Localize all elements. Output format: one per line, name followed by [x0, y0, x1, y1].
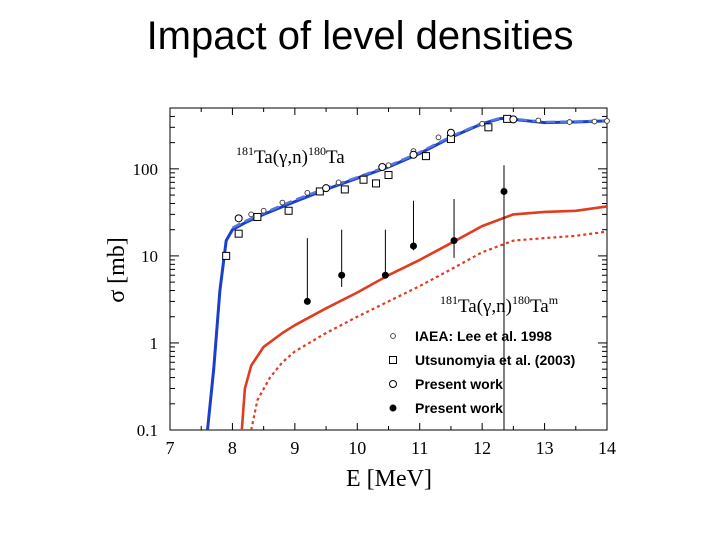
annotation-product-mass: 180	[512, 293, 530, 307]
y-tick-label: 0.1	[137, 421, 158, 440]
data-point-present-filled	[303, 297, 311, 305]
curve-red-dotted	[250, 230, 607, 430]
data-point-present-filled	[409, 242, 417, 250]
data-point-utsunomyia	[253, 212, 262, 221]
annotation-element: Ta	[326, 147, 345, 168]
legend-label: Utsunomyia et al. (2003)	[415, 352, 575, 368]
data-point-present-open	[378, 163, 387, 172]
annotation-isomer: 181Ta(γ,n)180Tam	[440, 293, 559, 317]
data-point-utsunomyia	[372, 179, 381, 188]
data-point-utsunomyia	[384, 170, 393, 179]
legend-marker-present-open	[389, 380, 397, 388]
data-point-present-open	[409, 150, 418, 159]
legend-marker-utsunomyia	[389, 356, 397, 364]
annotation-isomer-label: m	[549, 293, 559, 307]
x-tick-label: 7	[166, 438, 175, 458]
annotation-reaction: Ta(γ,n)	[458, 296, 512, 317]
data-point-iaea	[260, 207, 267, 214]
slide-title: Impact of level densities	[146, 14, 574, 58]
data-point-iaea	[279, 199, 286, 206]
legend-label: Present work	[415, 376, 503, 392]
annotation-reaction: Ta(γ,n)	[254, 147, 308, 168]
data-point-present-open	[509, 115, 518, 124]
data-point-iaea	[566, 119, 573, 125]
data-point-iaea	[335, 179, 342, 186]
x-tick-label: 9	[290, 438, 299, 458]
x-tick-label: 10	[348, 438, 366, 458]
data-point-present-open	[446, 128, 455, 137]
data-point-iaea	[385, 162, 392, 169]
data-point-utsunomyia	[359, 175, 368, 184]
legend-label: IAEA: Lee et al. 1998	[415, 328, 552, 344]
data-point-present-open	[234, 214, 243, 223]
annotation-element: Ta	[530, 296, 549, 317]
legend-marker-iaea	[390, 333, 396, 339]
data-point-iaea	[479, 120, 485, 127]
data-point-iaea	[248, 211, 255, 218]
x-tick-label: 8	[228, 438, 237, 458]
legend-item: Present work	[389, 376, 503, 392]
annotation-mass-number: 181	[236, 144, 254, 158]
data-point-utsunomyia	[234, 229, 243, 238]
data-point-utsunomyia	[315, 187, 324, 196]
legend-item: IAEA: Lee et al. 1998	[390, 328, 552, 344]
y-tick-label: 1	[150, 334, 159, 353]
x-tick-label: 13	[536, 438, 554, 458]
tick-labels-layer: 7 8 9 10 11 12 13 14 0.1 1 10 100	[133, 160, 617, 458]
x-tick-label: 11	[411, 438, 428, 458]
data-point-utsunomyia	[340, 185, 349, 194]
curve-blue-dashed	[231, 116, 607, 229]
annotation-mass-number: 181	[440, 293, 458, 307]
x-axis-label: E [MeV]	[346, 466, 432, 492]
legend-label: Present work	[415, 400, 503, 416]
data-point-iaea	[304, 189, 311, 196]
data-point-present-filled	[338, 271, 346, 279]
data-point-iaea	[604, 118, 610, 124]
data-point-iaea	[435, 134, 442, 141]
legend-item: Utsunomyia et al. (2003)	[389, 352, 575, 368]
data-point-iaea	[591, 118, 598, 125]
annotation-product-mass: 180	[308, 144, 326, 158]
data-point-present-open	[322, 184, 331, 193]
annotation-gs: 181Ta(γ,n)180Ta	[236, 144, 345, 168]
data-point-utsunomyia	[222, 251, 231, 260]
data-point-present-filled	[450, 237, 458, 245]
legend-item: Present work	[389, 400, 503, 416]
y-tick-label: 10	[141, 247, 158, 266]
legend: IAEA: Lee et al. 1998 Utsunomyia et al. (…	[389, 328, 575, 416]
data-point-utsunomyia	[421, 152, 430, 161]
data-point-utsunomyia	[484, 123, 493, 132]
y-axis-label: σ [mb]	[104, 237, 130, 303]
curve-red-solid	[240, 205, 607, 430]
x-tick-label: 14	[598, 438, 616, 458]
y-tick-label: 100	[133, 160, 159, 179]
legend-marker-present-filled	[389, 404, 397, 412]
x-tick-label: 12	[473, 438, 491, 458]
axis-ticks-layer	[169, 107, 608, 431]
data-point-utsunomyia	[284, 206, 293, 215]
points-layer	[222, 114, 610, 430]
data-point-present-filled	[381, 271, 389, 279]
data-point-iaea	[535, 117, 542, 124]
data-point-present-filled	[500, 187, 508, 195]
